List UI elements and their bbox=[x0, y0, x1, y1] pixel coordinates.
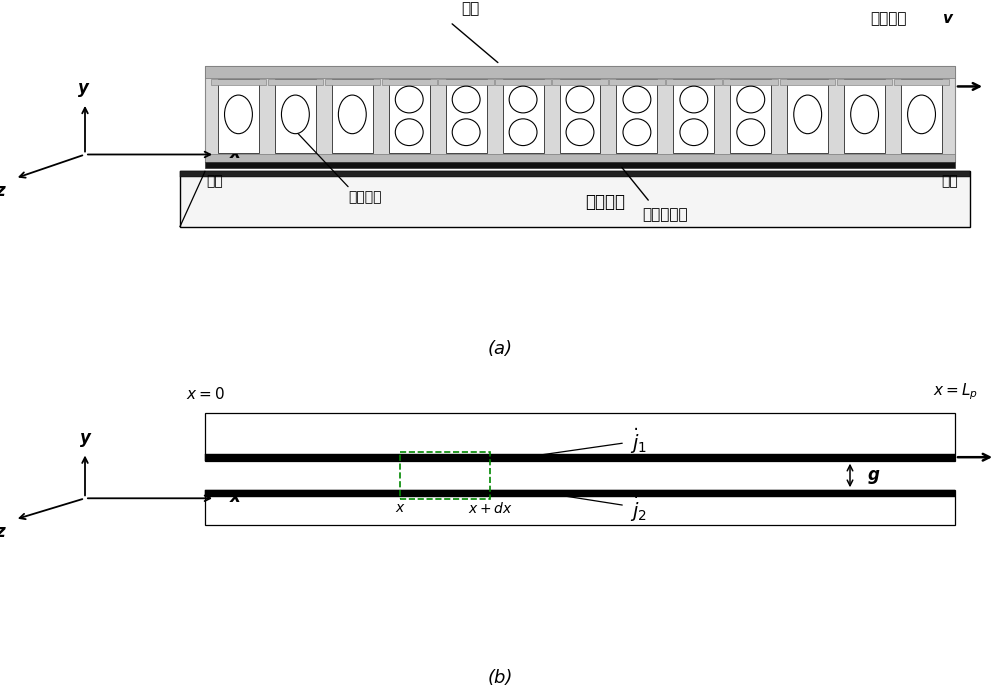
Bar bbox=[325, 78, 380, 85]
Bar bbox=[205, 414, 955, 461]
Text: 初级: 初级 bbox=[461, 1, 479, 17]
Text: 次级导体板: 次级导体板 bbox=[642, 207, 688, 221]
Ellipse shape bbox=[566, 119, 594, 146]
Text: 入端: 入端 bbox=[942, 174, 958, 188]
Ellipse shape bbox=[680, 86, 708, 113]
Text: 次级背板: 次级背板 bbox=[585, 193, 625, 211]
Bar bbox=[787, 78, 828, 153]
Ellipse shape bbox=[281, 95, 309, 134]
Ellipse shape bbox=[737, 86, 765, 113]
Text: 运行速度: 运行速度 bbox=[870, 11, 906, 26]
Bar bbox=[723, 78, 778, 85]
Text: $\dot{j}_1$: $\dot{j}_1$ bbox=[630, 426, 647, 456]
Bar bbox=[673, 78, 714, 153]
Bar bbox=[609, 78, 665, 85]
Text: y: y bbox=[78, 80, 88, 97]
Bar bbox=[382, 78, 437, 85]
Bar bbox=[438, 78, 494, 85]
Text: (b): (b) bbox=[487, 669, 513, 686]
Ellipse shape bbox=[225, 95, 252, 134]
Text: 半填充槽: 半填充槽 bbox=[348, 191, 382, 205]
Bar bbox=[780, 78, 835, 85]
Text: $x = 0$: $x = 0$ bbox=[186, 386, 224, 402]
Ellipse shape bbox=[794, 95, 822, 134]
Bar bbox=[205, 490, 955, 498]
Bar bbox=[205, 454, 955, 461]
Ellipse shape bbox=[908, 95, 935, 134]
Ellipse shape bbox=[680, 119, 708, 146]
Bar bbox=[218, 78, 259, 153]
Bar bbox=[389, 78, 430, 153]
Ellipse shape bbox=[509, 86, 537, 113]
Ellipse shape bbox=[395, 86, 423, 113]
Ellipse shape bbox=[338, 95, 366, 134]
Ellipse shape bbox=[851, 95, 879, 134]
Bar bbox=[180, 171, 970, 226]
Bar bbox=[666, 78, 722, 85]
Bar bbox=[894, 78, 949, 85]
Bar bbox=[205, 490, 955, 525]
Bar bbox=[205, 66, 955, 78]
Bar bbox=[332, 78, 373, 153]
Text: x: x bbox=[230, 488, 241, 506]
Bar bbox=[400, 452, 490, 498]
Bar bbox=[503, 78, 544, 153]
Bar bbox=[268, 78, 323, 85]
Text: z: z bbox=[0, 523, 5, 541]
Bar bbox=[205, 162, 955, 169]
Ellipse shape bbox=[737, 119, 765, 146]
Ellipse shape bbox=[395, 119, 423, 146]
Ellipse shape bbox=[623, 119, 651, 146]
Text: v: v bbox=[942, 11, 952, 26]
Bar bbox=[180, 171, 970, 177]
Ellipse shape bbox=[452, 119, 480, 146]
Bar bbox=[844, 78, 885, 153]
Text: z: z bbox=[0, 182, 5, 200]
Text: x: x bbox=[230, 144, 241, 162]
Bar bbox=[446, 78, 487, 153]
Ellipse shape bbox=[623, 86, 651, 113]
Text: $\dot{j}_2$: $\dot{j}_2$ bbox=[630, 494, 647, 523]
Ellipse shape bbox=[452, 86, 480, 113]
Bar bbox=[560, 78, 600, 153]
Text: 出端: 出端 bbox=[207, 174, 223, 188]
Bar bbox=[901, 78, 942, 153]
Text: g: g bbox=[868, 466, 880, 484]
Bar bbox=[730, 78, 771, 153]
Text: $x+dx$: $x+dx$ bbox=[468, 501, 512, 516]
Ellipse shape bbox=[509, 119, 537, 146]
Bar bbox=[275, 78, 316, 153]
Bar bbox=[205, 66, 955, 162]
Bar bbox=[211, 78, 266, 85]
Bar bbox=[552, 78, 608, 85]
Bar bbox=[495, 78, 551, 85]
Text: (a): (a) bbox=[488, 341, 512, 358]
Ellipse shape bbox=[566, 86, 594, 113]
Bar bbox=[837, 78, 892, 85]
Text: y: y bbox=[80, 429, 90, 447]
Bar bbox=[205, 154, 955, 162]
Text: $x$: $x$ bbox=[395, 501, 405, 515]
Bar bbox=[616, 78, 657, 153]
Text: $x=L_p$: $x=L_p$ bbox=[933, 382, 977, 402]
